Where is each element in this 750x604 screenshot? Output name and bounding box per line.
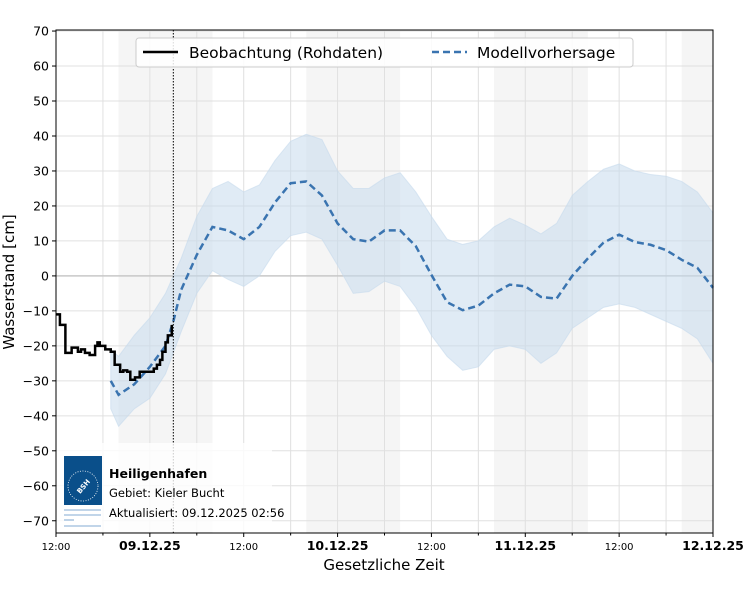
y-tick-label: −20: [23, 338, 49, 353]
y-tick-label: 70: [33, 24, 49, 39]
y-tick-label: 20: [33, 198, 49, 213]
y-tick-label: −30: [23, 373, 49, 388]
legend-model-label: Modellvorhersage: [477, 44, 615, 62]
x-tick-label: 09.12.25: [119, 538, 181, 553]
bsh-logo: BSH: [64, 456, 102, 528]
x-tick-label: 11.12.25: [494, 538, 556, 553]
y-tick-label: 10: [33, 233, 49, 248]
y-tick-label: 40: [33, 128, 49, 143]
updated-timestamp: Aktualisiert: 09.12.2025 02:56: [109, 506, 284, 520]
x-axis: 12:00 09.12.25 12:00 10.12.25 12:00 11.12.25 1…: [42, 533, 744, 553]
forecast-line: [109, 180, 714, 397]
x-tick-label: 12:00: [417, 542, 446, 553]
legend: Beobachtung (Rohdaten) Modellvorhersage: [135, 37, 634, 68]
y-tick-label: 0: [41, 268, 49, 283]
y-axis: −70 −60 −50 −40 −30 −20 −10 0 10 20 30 40 50 60 70: [23, 24, 56, 528]
station-name: Heiligenhafen: [109, 466, 207, 481]
y-tick-label: −50: [23, 443, 49, 458]
series-lines: [56, 180, 714, 397]
y-tick-label: 60: [33, 59, 49, 74]
legend-obs-label: Beobachtung (Rohdaten): [189, 44, 383, 62]
x-tick-label: 12:00: [229, 542, 258, 553]
observation-line: [56, 313, 174, 382]
y-tick-label: −70: [23, 513, 49, 528]
y-tick-label: 30: [33, 163, 49, 178]
x-axis-label: Gesetzliche Zeit: [323, 556, 444, 574]
x-tick-label: 12.12.25: [682, 538, 744, 553]
y-tick-label: −60: [23, 478, 49, 493]
y-tick-label: −10: [23, 303, 49, 318]
x-tick-label: 10.12.25: [307, 538, 369, 553]
y-axis-label: Wasserstand [cm]: [0, 214, 18, 349]
y-tick-label: 50: [33, 94, 49, 109]
x-tick-label: 12:00: [605, 542, 634, 553]
y-tick-label: −40: [23, 408, 49, 423]
station-info-box: BSH Heiligenhafen Gebiet: Kieler Bucht A…: [57, 443, 284, 532]
x-tick-label: 12:00: [42, 542, 71, 553]
station-area: Gebiet: Kieler Bucht: [109, 486, 225, 500]
